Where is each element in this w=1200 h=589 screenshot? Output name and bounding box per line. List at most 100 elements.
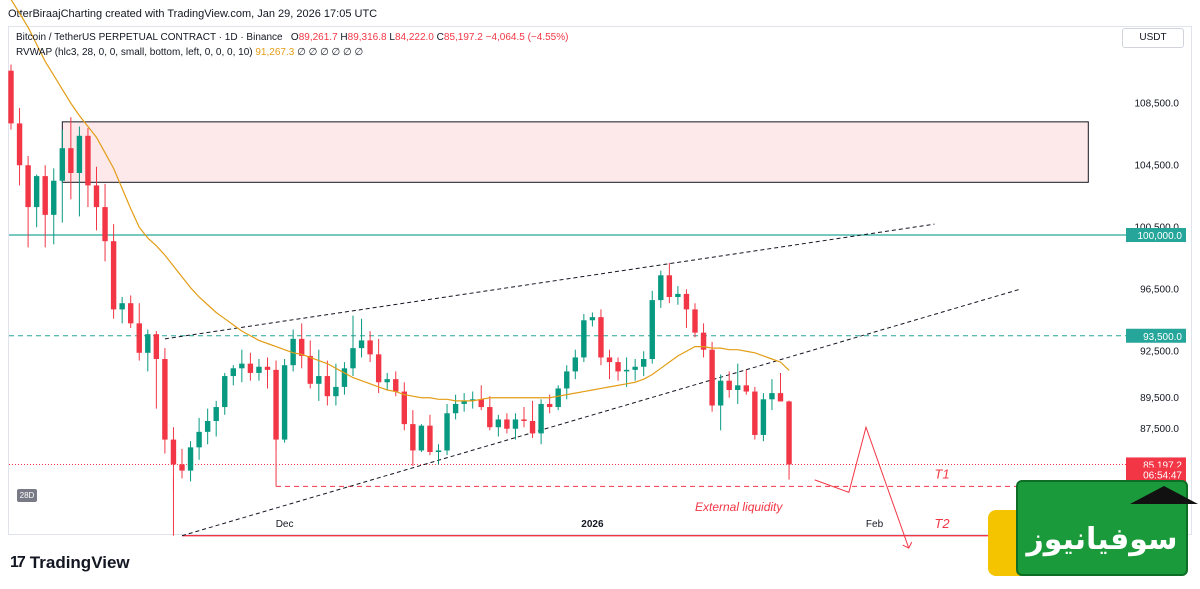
candle-body[interactable] — [572, 357, 578, 372]
rvwap-line[interactable] — [10, 0, 790, 402]
candle-body[interactable] — [273, 369, 279, 440]
candle-body[interactable] — [93, 185, 100, 208]
candle-body[interactable] — [42, 176, 48, 215]
candle-body[interactable] — [529, 421, 536, 434]
candle-body[interactable] — [358, 340, 365, 349]
candle-body[interactable] — [110, 241, 117, 310]
candle-body[interactable] — [769, 393, 775, 400]
candle-body[interactable] — [487, 407, 493, 428]
candle-body[interactable] — [256, 366, 262, 373]
candle-body[interactable] — [85, 135, 91, 186]
candle-body[interactable] — [196, 431, 202, 448]
candle-body[interactable] — [153, 334, 160, 359]
candle-body[interactable] — [615, 362, 621, 372]
candle-body[interactable] — [367, 340, 373, 355]
candle-body[interactable] — [521, 419, 527, 421]
candle-body[interactable] — [162, 359, 168, 440]
candle-body[interactable] — [307, 355, 313, 384]
candle-body[interactable] — [709, 349, 715, 406]
indicator-name[interactable]: RVWAP (hlc3, 28, 0, 0, small, bottom, le… — [16, 47, 253, 58]
candle-body[interactable] — [606, 357, 613, 363]
candle-body[interactable] — [598, 317, 604, 358]
candle-body[interactable] — [717, 380, 724, 406]
candle-body[interactable] — [324, 376, 331, 397]
candle-body[interactable] — [786, 401, 792, 465]
candle-body[interactable] — [692, 309, 698, 333]
candle-body[interactable] — [581, 320, 587, 358]
candle-body[interactable] — [538, 403, 544, 434]
candle-body[interactable] — [410, 424, 416, 451]
candle-body[interactable] — [393, 379, 399, 392]
candle-body[interactable] — [213, 407, 219, 421]
candle-body[interactable] — [666, 275, 673, 297]
candle-body[interactable] — [341, 368, 348, 387]
candle-body[interactable] — [316, 376, 322, 384]
candle-body[interactable] — [418, 425, 425, 451]
candle-body[interactable] — [504, 419, 510, 429]
candle-body[interactable] — [461, 400, 467, 404]
candle-body[interactable] — [230, 368, 236, 377]
candle-body[interactable] — [452, 403, 459, 414]
candle-body[interactable] — [136, 323, 142, 353]
candle-body[interactable] — [333, 386, 339, 397]
candle-body[interactable] — [375, 354, 382, 383]
candle-body[interactable] — [427, 425, 433, 452]
candle-body[interactable] — [179, 464, 185, 471]
candle-body[interactable] — [350, 348, 356, 369]
candle-body[interactable] — [546, 403, 553, 408]
candle-body[interactable] — [25, 165, 31, 208]
candle-body[interactable] — [675, 293, 681, 297]
candle-body[interactable] — [128, 303, 134, 324]
candle-body[interactable] — [59, 148, 65, 181]
candle-body[interactable] — [187, 447, 194, 471]
candle-body[interactable] — [478, 399, 484, 408]
candle-body[interactable] — [683, 293, 690, 310]
symbol-name[interactable]: Bitcoin / TetherUS PERPETUAL CONTRACT · … — [16, 32, 283, 43]
candle-body[interactable] — [16, 123, 23, 166]
candle-body[interactable] — [290, 338, 296, 366]
tradingview-logo[interactable]: 17 TradingView — [10, 553, 130, 573]
candle-body[interactable] — [401, 391, 407, 425]
candle-body[interactable] — [623, 369, 630, 372]
candle-body[interactable] — [384, 379, 390, 383]
candle-body[interactable] — [752, 391, 758, 435]
candle-body[interactable] — [743, 385, 749, 392]
candle-body[interactable] — [760, 399, 767, 435]
candle-body[interactable] — [641, 359, 647, 367]
candle-body[interactable] — [119, 303, 125, 310]
candle-body[interactable] — [700, 332, 707, 350]
candle-body[interactable] — [658, 275, 664, 301]
candle-body[interactable] — [649, 300, 655, 359]
candle-body[interactable] — [145, 334, 151, 353]
candle-body[interactable] — [632, 366, 638, 370]
candle-body[interactable] — [495, 419, 502, 428]
candle-body[interactable] — [102, 207, 108, 242]
candle-body[interactable] — [299, 338, 305, 356]
candle-body[interactable] — [512, 419, 519, 429]
candle-body[interactable] — [8, 70, 14, 124]
candle-body[interactable] — [204, 421, 211, 432]
candle-body[interactable] — [589, 317, 596, 321]
candle-body[interactable] — [170, 439, 177, 465]
candle-body[interactable] — [777, 393, 784, 402]
candle-body[interactable] — [247, 363, 254, 373]
projection-path[interactable] — [814, 425, 910, 549]
trendline[interactable] — [181, 288, 1021, 537]
supply-zone-box[interactable] — [61, 121, 1089, 183]
candle-body[interactable] — [33, 176, 40, 208]
candle-body[interactable] — [68, 148, 74, 173]
trendline[interactable] — [164, 223, 935, 340]
candle-body[interactable] — [735, 385, 741, 390]
candle-body[interactable] — [264, 366, 271, 370]
candle-body[interactable] — [281, 365, 288, 440]
candle-body[interactable] — [435, 450, 442, 452]
candle-body[interactable] — [726, 380, 732, 390]
candle-body[interactable] — [222, 376, 228, 408]
candle-body[interactable] — [444, 413, 450, 451]
candle-body[interactable] — [51, 180, 57, 215]
candle-body[interactable] — [76, 135, 83, 173]
currency-button[interactable]: USDT — [1122, 28, 1184, 48]
candle-body[interactable] — [470, 399, 476, 401]
candle-body[interactable] — [564, 371, 570, 389]
